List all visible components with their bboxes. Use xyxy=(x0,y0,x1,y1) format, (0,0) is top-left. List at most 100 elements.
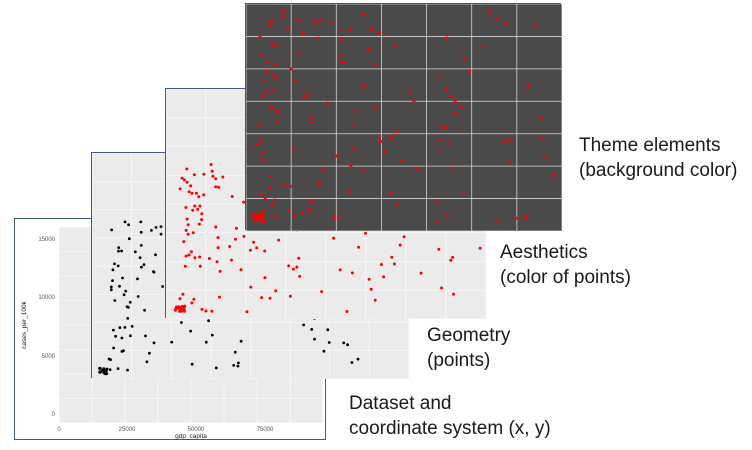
data-point xyxy=(258,216,262,220)
data-point xyxy=(252,240,256,244)
theme-layer-plot xyxy=(245,3,562,231)
data-point xyxy=(118,326,122,329)
data-point xyxy=(268,186,272,190)
data-point xyxy=(195,191,198,195)
data-point xyxy=(113,299,117,302)
data-point xyxy=(133,250,137,254)
data-point xyxy=(378,31,382,35)
data-point xyxy=(117,249,120,253)
x-tick-label: 50000 xyxy=(188,427,205,433)
data-point xyxy=(99,370,103,374)
data-point xyxy=(356,357,360,361)
data-point xyxy=(297,256,301,260)
data-point xyxy=(110,228,113,232)
data-point xyxy=(332,215,336,219)
data-point xyxy=(122,349,125,353)
data-point xyxy=(339,60,343,64)
data-point xyxy=(338,268,342,272)
data-point xyxy=(502,139,506,143)
data-point xyxy=(295,265,299,269)
data-point xyxy=(230,258,233,262)
data-point xyxy=(128,300,132,304)
theme-points xyxy=(251,9,556,224)
y-tick-label: 10000 xyxy=(38,295,55,301)
data-point xyxy=(191,208,195,212)
data-point xyxy=(459,105,463,109)
data-point xyxy=(504,21,508,25)
data-point xyxy=(120,249,123,253)
data-point xyxy=(437,247,441,251)
data-point xyxy=(204,340,208,344)
data-point xyxy=(190,362,194,366)
data-point xyxy=(211,174,215,178)
data-point xyxy=(117,246,121,249)
data-point xyxy=(143,308,146,312)
data-point xyxy=(242,200,246,204)
data-point xyxy=(260,296,264,300)
data-point xyxy=(236,364,240,368)
data-point xyxy=(298,274,302,278)
data-point xyxy=(540,116,544,120)
data-point xyxy=(444,36,448,40)
data-point xyxy=(214,225,218,229)
data-point xyxy=(210,333,214,337)
data-point xyxy=(373,62,377,66)
data-point xyxy=(258,35,262,39)
data-point xyxy=(112,346,115,350)
data-point xyxy=(126,317,130,320)
data-point xyxy=(182,178,186,182)
data-point xyxy=(245,310,249,314)
data-point xyxy=(369,287,373,291)
data-point xyxy=(273,62,278,66)
data-point xyxy=(230,195,234,198)
data-point xyxy=(452,292,455,296)
data-point xyxy=(261,209,265,213)
data-point xyxy=(257,122,261,127)
data-point xyxy=(183,264,187,268)
data-point xyxy=(268,175,273,179)
data-point xyxy=(127,237,131,241)
data-point xyxy=(367,277,371,281)
data-point xyxy=(200,212,204,216)
caption-line: (color of points) xyxy=(500,267,631,288)
data-point xyxy=(481,45,485,49)
data-point xyxy=(369,27,373,31)
data-point xyxy=(408,90,412,94)
data-point xyxy=(272,89,276,93)
data-point xyxy=(308,208,312,212)
data-point xyxy=(496,219,500,223)
data-point xyxy=(301,32,305,36)
data-point xyxy=(523,215,527,220)
data-point xyxy=(276,109,280,113)
caption-geometry: Geometry (points) xyxy=(427,323,510,373)
data-point xyxy=(282,183,286,187)
data-point xyxy=(192,173,196,177)
data-point xyxy=(177,306,181,310)
data-point xyxy=(320,18,324,22)
data-point xyxy=(98,366,102,370)
data-point xyxy=(419,271,423,275)
data-point xyxy=(261,214,265,218)
data-point xyxy=(453,100,457,104)
data-point xyxy=(260,192,264,196)
data-point xyxy=(350,361,354,364)
data-point xyxy=(261,158,265,162)
data-point xyxy=(209,163,213,166)
theme-plot-panel xyxy=(246,4,562,231)
data-point xyxy=(265,69,269,74)
data-point xyxy=(286,26,290,30)
data-point xyxy=(139,230,143,234)
data-point xyxy=(120,336,124,340)
data-point xyxy=(259,52,263,56)
theme-gridlines xyxy=(246,4,562,231)
data-point xyxy=(349,164,353,168)
data-point xyxy=(182,305,186,309)
data-point xyxy=(235,226,238,230)
data-point xyxy=(389,191,393,195)
dataset-y-ticks: 0 5000 10000 15000 xyxy=(38,237,55,418)
data-point xyxy=(454,112,458,116)
data-point xyxy=(182,240,186,244)
data-point xyxy=(174,307,178,311)
data-point xyxy=(347,26,351,31)
data-point xyxy=(239,339,243,343)
